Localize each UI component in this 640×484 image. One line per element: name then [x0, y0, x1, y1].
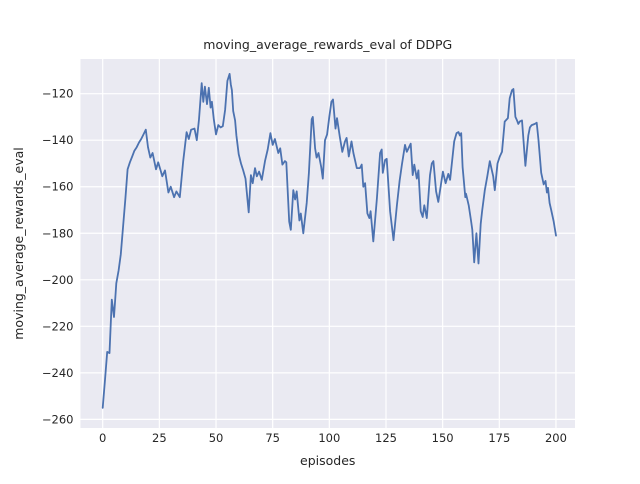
y-tick-label: −180 [42, 226, 74, 240]
y-axis-label: moving_average_rewards_eval [11, 147, 26, 340]
x-tick-label: 175 [488, 431, 510, 445]
chart-title: moving_average_rewards_eval of DDPG [203, 37, 452, 52]
tick-labels: 0 25 50 75 100 125 150 175 200 −120 −140 −160 −180 −2… [42, 87, 567, 445]
x-tick-label: 25 [152, 431, 167, 445]
data-line-layer [101, 73, 557, 409]
y-tick-label: −240 [42, 366, 74, 380]
x-tick-label: 125 [375, 431, 397, 445]
x-tick-label: 75 [265, 431, 280, 445]
x-tick-label: 200 [545, 431, 567, 445]
y-tick-label: −220 [42, 319, 74, 333]
x-tick-label: 150 [432, 431, 454, 445]
y-tick-label: −160 [42, 180, 74, 194]
y-tick-label: −120 [42, 87, 74, 101]
x-axis-label: episodes [300, 453, 355, 468]
x-tick-label: 0 [99, 431, 106, 445]
data-line [101, 73, 557, 409]
y-tick-label: −200 [42, 273, 74, 287]
x-tick-label: 50 [209, 431, 224, 445]
y-tick-label: −140 [42, 133, 74, 147]
x-tick-label: 100 [318, 431, 340, 445]
plot-area [80, 59, 575, 428]
y-tick-label: −260 [42, 412, 74, 426]
